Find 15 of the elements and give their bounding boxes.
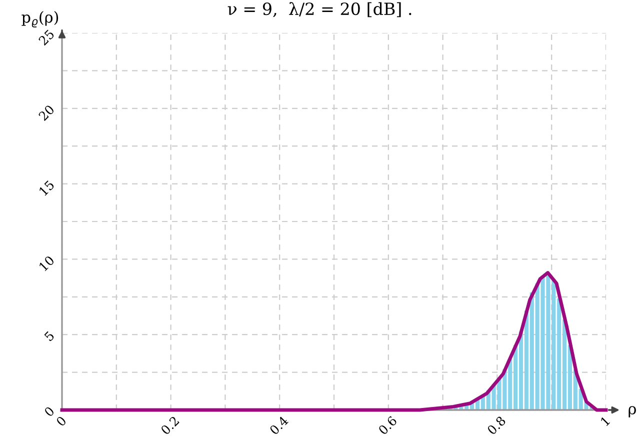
y-tick-label: 10	[38, 255, 55, 272]
x-tick-label: 0.6	[378, 416, 398, 436]
y-axis-title: p$_{ϱ}$(ρ)	[22, 11, 58, 28]
y-tick-label: 20	[38, 104, 55, 122]
x-axis-title: ρ	[628, 406, 636, 418]
y-tick-label: 0	[44, 406, 55, 418]
chart-title: ν = 9, λ/2 = 20 [dB] .	[228, 2, 412, 18]
x-tick-label: 0	[56, 416, 67, 427]
x-tick-label: 0.8	[486, 416, 506, 436]
y-tick-label: 5	[44, 330, 55, 342]
y-tick-label: 25	[38, 29, 55, 46]
x-tick-label: 0.2	[160, 416, 180, 436]
y-tick-label: 15	[38, 180, 55, 196]
x-tick-label: 0.4	[269, 415, 289, 436]
x-tick-label: 1	[600, 416, 610, 426]
